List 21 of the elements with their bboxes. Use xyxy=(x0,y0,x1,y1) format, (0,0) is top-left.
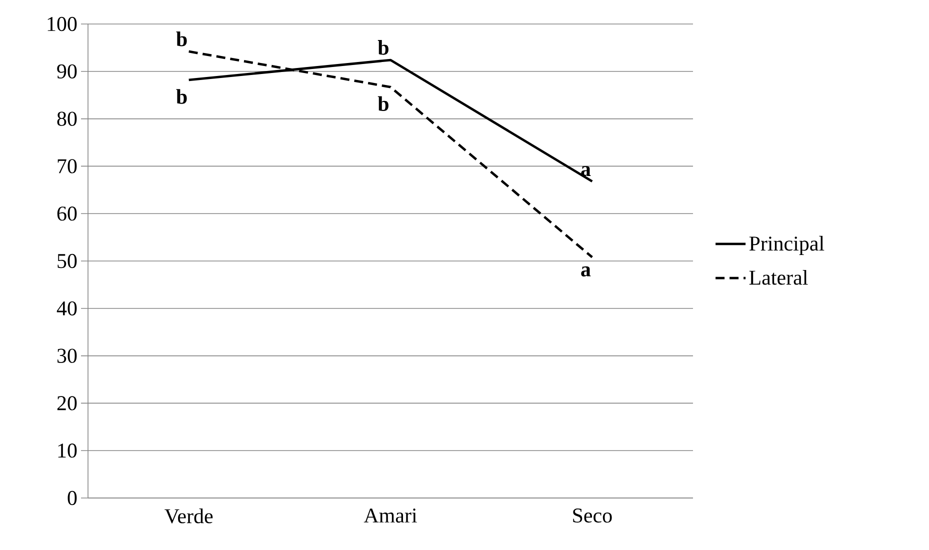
y-tick-label: 80 xyxy=(57,112,77,126)
x-tick-label: Verde xyxy=(164,508,213,524)
y-tick-label: 20 xyxy=(57,396,77,410)
y-tick-label: 10 xyxy=(58,444,77,458)
y-tick-label: 70 xyxy=(58,159,77,174)
annotation: b xyxy=(378,40,388,55)
y-tick-label: 60 xyxy=(57,206,77,221)
annotation: b xyxy=(378,96,388,112)
annotation: a xyxy=(581,266,591,276)
annotation: b xyxy=(176,89,187,104)
legend-label: Principal xyxy=(749,236,824,255)
annotation: b xyxy=(176,32,187,46)
y-tick-label: 50 xyxy=(58,254,77,268)
y-tick-label: 0 xyxy=(68,490,77,506)
y-tick-label: 30 xyxy=(57,348,77,363)
y-tick-label: 100 xyxy=(48,16,77,32)
x-tick-label: Amari xyxy=(364,508,417,523)
y-tick-label: 40 xyxy=(56,301,77,316)
legend-label: Lateral xyxy=(749,270,808,285)
y-tick-label: 90 xyxy=(57,64,77,78)
x-tick-label: Seco xyxy=(573,508,612,523)
